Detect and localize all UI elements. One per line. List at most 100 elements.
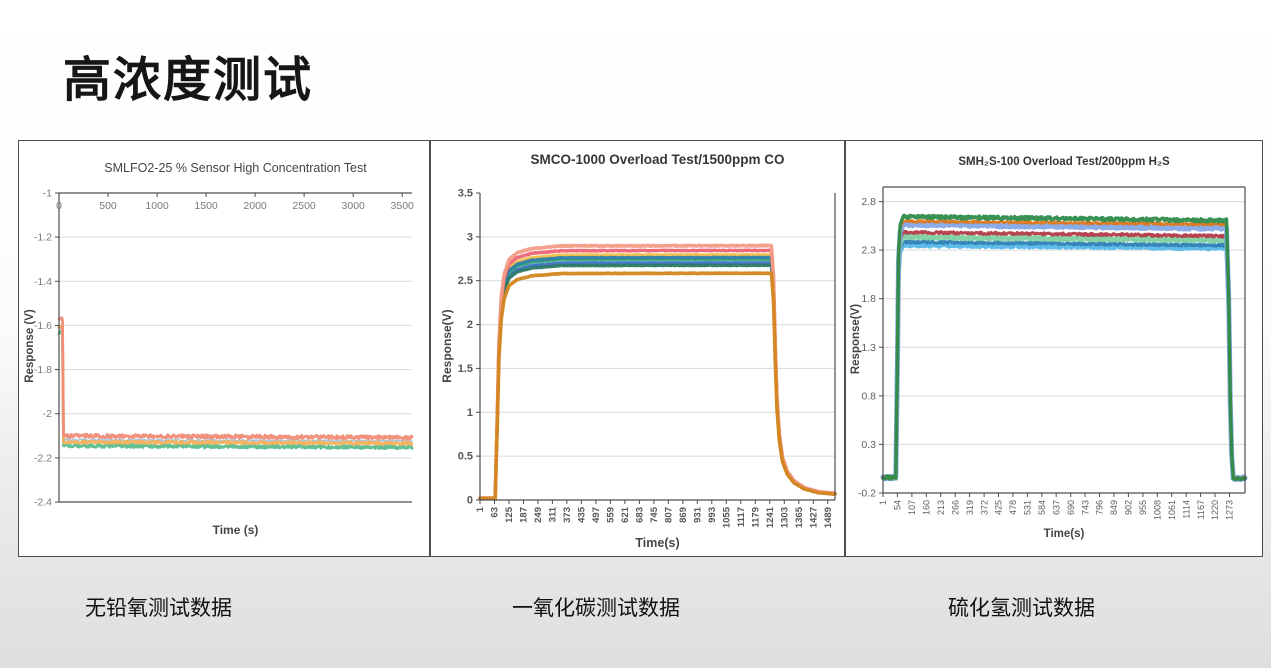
y-axis-label-h2s: Response(V) bbox=[850, 303, 862, 375]
x-axis-label-oxygen: Time (s) bbox=[212, 523, 259, 537]
svg-text:373: 373 bbox=[562, 507, 573, 523]
svg-text:1117: 1117 bbox=[736, 507, 747, 527]
x-axis-label-co: Time(s) bbox=[635, 536, 680, 550]
h2s-chart-canvas: -0.2 0.3 0.8 1.3 1.8 2.3 2.8 1 54 107 160 213 266 319… bbox=[858, 186, 1248, 520]
svg-text:497: 497 bbox=[591, 507, 602, 523]
svg-text:1008: 1008 bbox=[1153, 500, 1163, 520]
caption-co: 一氧化碳测试数据 bbox=[512, 597, 680, 620]
svg-text:1114: 1114 bbox=[1181, 500, 1191, 519]
svg-text:3500: 3500 bbox=[391, 200, 415, 212]
svg-text:-1.2: -1.2 bbox=[34, 232, 52, 244]
page-title: 高浓度测试 bbox=[63, 54, 314, 107]
x-axis-label-h2s: Time(s) bbox=[1043, 528, 1085, 540]
svg-text:1000: 1000 bbox=[145, 200, 169, 212]
svg-text:993: 993 bbox=[707, 507, 718, 523]
svg-text:931: 931 bbox=[693, 506, 704, 523]
svg-text:1167: 1167 bbox=[1196, 500, 1206, 519]
svg-text:1365: 1365 bbox=[794, 506, 805, 528]
svg-text:-2.2: -2.2 bbox=[34, 452, 52, 464]
series-lines bbox=[478, 243, 837, 501]
svg-text:1303: 1303 bbox=[780, 507, 791, 528]
svg-text:1055: 1055 bbox=[722, 506, 733, 528]
chart-panel-h2s: -0.2 0.3 0.8 1.3 1.8 2.3 2.8 1 54 107 160 213 266 319… bbox=[845, 140, 1263, 557]
svg-text:-0.2: -0.2 bbox=[858, 488, 876, 500]
oxygen-chart-canvas: -1 -1.2 -1.4 -1.6 -1.8 -2 -2.2 -2.4 0 500 1000 1500… bbox=[34, 188, 414, 509]
svg-text:955: 955 bbox=[1138, 500, 1148, 515]
svg-text:107: 107 bbox=[907, 500, 917, 515]
svg-text:1.8: 1.8 bbox=[861, 293, 876, 305]
chart-title-co: SMCO-1000 Overload Test/1500ppm CO bbox=[530, 152, 785, 167]
svg-text:621: 621 bbox=[620, 506, 631, 523]
svg-text:869: 869 bbox=[678, 507, 689, 523]
series-h2s-teal bbox=[881, 239, 1247, 481]
series-lines bbox=[880, 213, 1248, 483]
svg-text:1: 1 bbox=[878, 500, 888, 505]
svg-text:2500: 2500 bbox=[292, 200, 316, 212]
chart-title-oxygen: SMLFO2-25 % Sensor High Concentration Te… bbox=[104, 161, 367, 175]
svg-text:584: 584 bbox=[1037, 500, 1047, 515]
series-h2s-crimson bbox=[881, 229, 1247, 482]
svg-text:425: 425 bbox=[994, 500, 1004, 515]
svg-text:2.3: 2.3 bbox=[861, 245, 876, 257]
svg-text:1489: 1489 bbox=[823, 507, 834, 528]
svg-text:1273: 1273 bbox=[1225, 500, 1235, 520]
svg-text:1.5: 1.5 bbox=[458, 363, 473, 375]
series-o2-amber bbox=[57, 324, 414, 446]
chart-panel-co: 0 0.5 1 1.5 2 2.5 3 3.5 1 63 125 187 249 311 373 435 497… bbox=[430, 140, 845, 557]
caption-h2s: 硫化氢测试数据 bbox=[948, 597, 1095, 620]
svg-text:-1.4: -1.4 bbox=[34, 276, 52, 288]
svg-text:160: 160 bbox=[922, 500, 932, 515]
co-chart-canvas: 0 0.5 1 1.5 2 2.5 3 3.5 1 63 125 187 249 311 373 435 497… bbox=[458, 188, 837, 528]
svg-text:-1.8: -1.8 bbox=[34, 364, 52, 376]
svg-text:683: 683 bbox=[635, 507, 646, 523]
svg-text:0.3: 0.3 bbox=[861, 439, 876, 451]
axis-borders bbox=[479, 193, 836, 501]
svg-text:3000: 3000 bbox=[342, 200, 366, 212]
svg-text:-1: -1 bbox=[43, 188, 52, 200]
svg-text:372: 372 bbox=[979, 500, 989, 515]
svg-text:2.5: 2.5 bbox=[458, 275, 473, 287]
series-o2-salmon bbox=[57, 316, 414, 441]
svg-text:1500: 1500 bbox=[194, 200, 218, 212]
svg-text:745: 745 bbox=[649, 506, 660, 523]
svg-text:2: 2 bbox=[467, 319, 473, 331]
svg-text:249: 249 bbox=[533, 507, 544, 523]
axis-borders bbox=[58, 192, 412, 503]
svg-text:0: 0 bbox=[56, 200, 62, 212]
x-tick-labels: 1 54 107 160 213 266 319 372 425 478 531 584 637 690 7… bbox=[878, 493, 1235, 520]
svg-text:1179: 1179 bbox=[751, 507, 762, 528]
svg-text:796: 796 bbox=[1095, 500, 1105, 515]
svg-text:743: 743 bbox=[1080, 500, 1090, 515]
svg-text:-2: -2 bbox=[43, 408, 52, 420]
x-tick-labels: 1 63 125 187 249 311 373 435 497 559 621 683 745 807 8… bbox=[475, 500, 834, 528]
y-tick-labels: -1 -1.2 -1.4 -1.6 -1.8 -2 -2.2 -2.4 bbox=[34, 188, 59, 509]
svg-text:0.8: 0.8 bbox=[861, 390, 876, 402]
svg-text:54: 54 bbox=[893, 500, 903, 510]
svg-text:1241: 1241 bbox=[765, 506, 776, 528]
svg-text:500: 500 bbox=[99, 200, 117, 212]
svg-text:1220: 1220 bbox=[1210, 500, 1220, 520]
svg-text:478: 478 bbox=[1008, 500, 1018, 515]
svg-text:637: 637 bbox=[1051, 500, 1061, 515]
svg-text:63: 63 bbox=[490, 507, 501, 518]
gridlines bbox=[480, 236, 835, 457]
series-h2s-mint bbox=[880, 233, 1248, 482]
series-lines bbox=[57, 316, 414, 450]
svg-text:1: 1 bbox=[475, 506, 486, 512]
series-co-orange bbox=[478, 271, 837, 501]
y-axis-label-co: Response(V) bbox=[440, 309, 454, 383]
y-tick-labels: 0 0.5 1 1.5 2 2.5 3 3.5 bbox=[458, 188, 480, 507]
svg-text:-1.6: -1.6 bbox=[34, 320, 52, 332]
svg-text:3.5: 3.5 bbox=[458, 188, 473, 200]
axis-borders bbox=[882, 186, 1246, 494]
svg-text:213: 213 bbox=[936, 500, 946, 515]
svg-text:849: 849 bbox=[1109, 500, 1119, 515]
chart-title-h2s: SMH₂S-100 Overload Test/200ppm H₂S bbox=[958, 156, 1170, 168]
svg-text:266: 266 bbox=[950, 500, 960, 515]
y-tick-labels: -0.2 0.3 0.8 1.3 1.8 2.3 2.8 bbox=[858, 196, 883, 500]
svg-text:559: 559 bbox=[606, 507, 617, 523]
svg-text:-2.4: -2.4 bbox=[34, 497, 52, 509]
svg-text:1061: 1061 bbox=[1167, 500, 1177, 520]
x-tick-labels: 0 500 1000 1500 2000 2500 3000 3500 bbox=[56, 193, 414, 212]
